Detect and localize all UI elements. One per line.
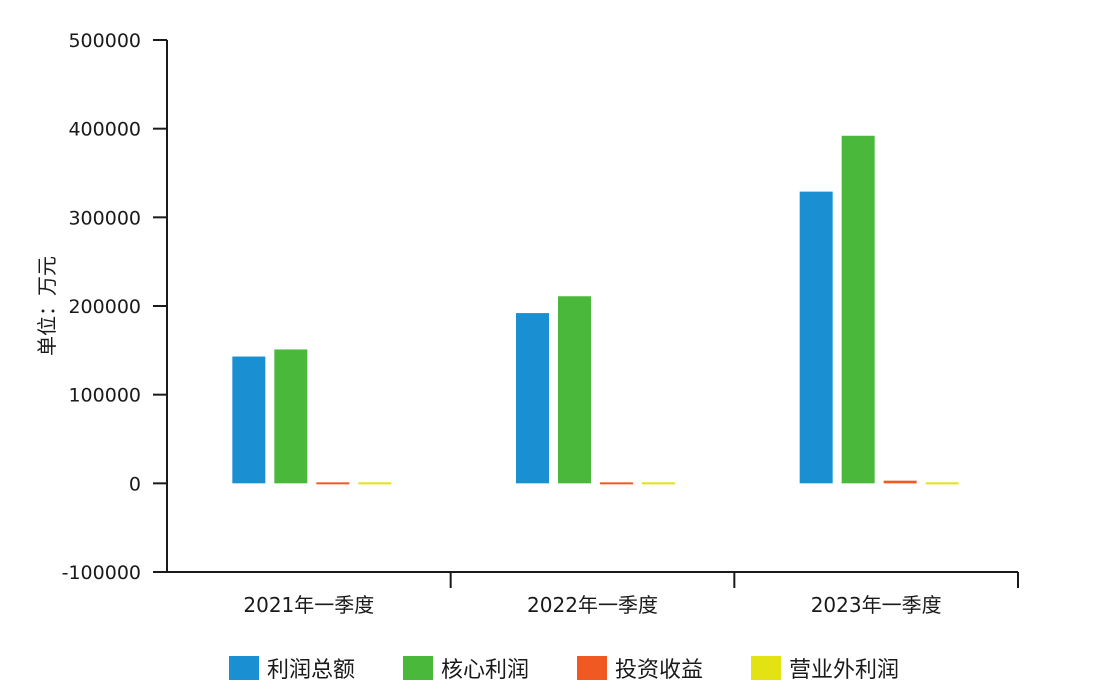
legend-swatch (403, 656, 433, 680)
y-ticks: 500000 400000 300000 200000 100000 0 -100000 (62, 30, 167, 584)
y-tick-label: 400000 (68, 119, 141, 141)
x-ticks: 2021年一季度 2022年一季度 2023年一季度 (243, 572, 1019, 617)
y-tick-label: 500000 (68, 30, 141, 52)
legend: 利润总额 核心利润 投资收益 营业外利润 (229, 656, 899, 683)
bar-3-cat-3 (883, 480, 917, 484)
legend-label: 利润总额 (267, 658, 355, 683)
bar-2-cat-2 (558, 296, 591, 484)
y-tick-label: 300000 (68, 207, 141, 229)
y-axis-label: 单位：万元 (35, 256, 59, 356)
bar-1-cat-2 (516, 313, 549, 484)
y-tick-label: 0 (129, 473, 141, 495)
legend-label: 营业外利润 (789, 658, 899, 683)
y-tick-label: 200000 (68, 296, 141, 318)
x-tick-label: 2023年一季度 (811, 593, 942, 617)
bar-2-cat-3 (841, 135, 875, 484)
legend-label: 投资收益 (615, 658, 703, 683)
bar-3-cat-1 (316, 482, 350, 485)
x-tick-label: 2021年一季度 (243, 593, 374, 617)
y-tick-label: 100000 (68, 385, 141, 407)
legend-swatch (229, 656, 259, 680)
bars (232, 135, 959, 485)
legend-label: 核心利润 (441, 658, 529, 683)
legend-swatch (577, 656, 607, 680)
x-tick-label: 2022年一季度 (527, 593, 658, 617)
axes (166, 40, 1018, 573)
legend-swatch (751, 656, 781, 680)
bar-4-cat-2 (642, 482, 675, 485)
bar-3-cat-2 (600, 482, 633, 485)
bar-1-cat-1 (232, 356, 266, 484)
bar-1-cat-3 (799, 191, 833, 484)
bar-4-cat-3 (925, 482, 959, 485)
bar-4-cat-1 (358, 482, 392, 485)
bar-2-cat-1 (274, 349, 308, 484)
y-tick-label: -100000 (62, 562, 141, 584)
